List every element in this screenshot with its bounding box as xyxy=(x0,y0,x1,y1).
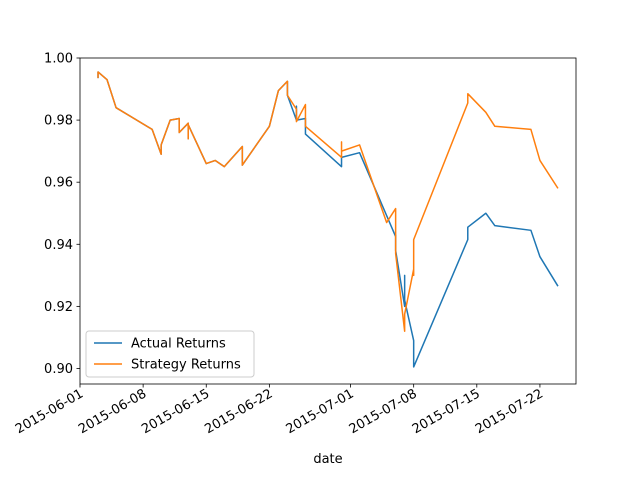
x-tick-label: 2015-06-22 xyxy=(202,386,275,437)
x-tick-label: 2015-06-15 xyxy=(139,386,212,437)
y-tick-label: 0.94 xyxy=(44,238,73,253)
x-tick-label: 2015-07-22 xyxy=(473,386,546,437)
series-line-2 xyxy=(97,71,559,332)
y-tick-label: 0.92 xyxy=(44,300,73,315)
x-tick-label: 2015-07-08 xyxy=(347,386,420,437)
y-tick-label: 1.00 xyxy=(44,52,73,67)
y-tick-label: 0.96 xyxy=(44,176,73,191)
plot-frame xyxy=(79,57,577,385)
legend-label: Strategy Returns xyxy=(131,358,241,373)
x-tick-label: 2015-06-08 xyxy=(76,386,149,437)
x-tick-label: 2015-06-01 xyxy=(13,386,86,437)
x-axis-title: date xyxy=(313,452,342,467)
y-axis: 0.90 0.92 0.94 0.96 0.98 1.00 xyxy=(44,52,80,377)
y-tick-label: 0.98 xyxy=(44,114,73,129)
x-tick-label: 2015-07-15 xyxy=(410,386,483,437)
legend: Actual Returns Strategy Returns xyxy=(85,330,255,378)
x-tick-label: 2015-07-01 xyxy=(284,386,357,437)
x-axis: 2015-06-012015-06-082015-06-152015-06-22… xyxy=(13,384,546,437)
series-layer xyxy=(97,71,559,368)
legend-label: Actual Returns xyxy=(131,337,226,352)
legend-box xyxy=(85,330,255,378)
y-tick-label: 0.90 xyxy=(44,362,73,377)
